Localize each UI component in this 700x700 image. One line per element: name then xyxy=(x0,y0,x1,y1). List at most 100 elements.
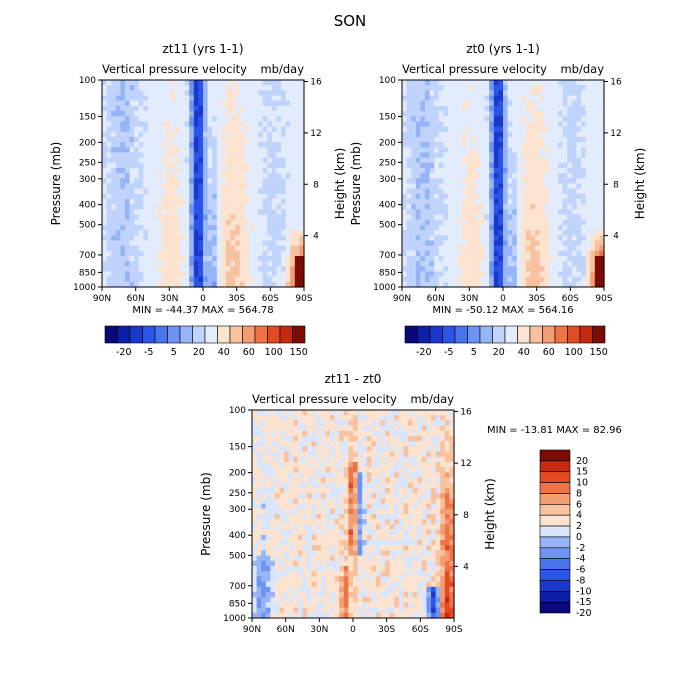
heatmap-cell xyxy=(429,147,435,154)
heatmap-cell xyxy=(252,555,258,562)
heatmap-cell xyxy=(258,188,264,195)
heatmap-cell xyxy=(424,157,431,164)
heatmap-cell xyxy=(424,142,431,148)
heatmap-cell xyxy=(284,430,290,437)
heatmap-cell xyxy=(435,524,441,531)
heatmap-cell xyxy=(435,519,441,525)
heatmap-cell xyxy=(590,219,596,226)
heatmap-cell xyxy=(290,209,296,216)
heatmap-cell xyxy=(294,80,301,86)
heatmap-cell xyxy=(184,173,190,179)
heatmap-cell xyxy=(480,162,486,169)
heatmap-cell xyxy=(562,261,568,267)
heatmap-cell xyxy=(440,493,446,499)
heatmap-cell xyxy=(444,488,451,494)
heatmap-cell xyxy=(461,240,467,247)
heatmap-cell xyxy=(457,116,463,122)
heatmap-cell xyxy=(261,488,267,494)
colorbar-swatch xyxy=(204,325,218,344)
heatmap-cell xyxy=(184,204,190,210)
heatmap-cell xyxy=(421,410,428,416)
heatmap-cell xyxy=(417,415,423,421)
heatmap-cell xyxy=(166,167,172,174)
heatmap-cell xyxy=(447,230,454,236)
heatmap-cell xyxy=(553,219,559,226)
heatmap-cell xyxy=(389,456,395,463)
heatmap-cell xyxy=(558,281,564,288)
heatmap-cell xyxy=(348,540,354,546)
heatmap-cell xyxy=(180,90,186,97)
heatmap-cell xyxy=(248,188,255,195)
heatmap-cell xyxy=(299,100,305,107)
heatmap-cell xyxy=(230,281,236,288)
heatmap-cell xyxy=(411,142,417,148)
heatmap-cell xyxy=(267,167,273,174)
heatmap-cell xyxy=(429,116,435,122)
heatmap-cell xyxy=(281,188,287,195)
heatmap-cell xyxy=(389,529,395,536)
heatmap-cell xyxy=(134,152,140,159)
heatmap-cell xyxy=(239,152,245,159)
heatmap-cell xyxy=(256,493,262,499)
heatmap-cell xyxy=(461,157,467,164)
heatmap-cell xyxy=(420,105,426,112)
heatmap-cell xyxy=(334,425,340,432)
heatmap-cell xyxy=(371,462,377,468)
heatmap-cell xyxy=(147,147,154,154)
heatmap-cell xyxy=(424,219,431,226)
y-tick-label: 100 xyxy=(79,76,96,86)
heatmap-cell xyxy=(152,121,158,128)
heatmap-cell xyxy=(256,477,262,484)
heatmap-cell xyxy=(516,111,522,117)
heatmap-cell xyxy=(512,219,518,226)
heatmap-cell xyxy=(493,100,500,107)
height-tick-label: 8 xyxy=(313,180,319,190)
heatmap-cell xyxy=(339,498,345,505)
heatmap-cell xyxy=(343,472,350,479)
heatmap-cell xyxy=(447,261,454,267)
heatmap-cell xyxy=(161,266,167,273)
heatmap-cell xyxy=(281,281,287,288)
heatmap-cell xyxy=(258,126,264,133)
heatmap-cell xyxy=(408,451,414,458)
heatmap-cell xyxy=(279,441,285,447)
heatmap-cell xyxy=(503,126,509,133)
heatmap-cell xyxy=(258,142,264,148)
heatmap-cell xyxy=(339,508,345,515)
heatmap-cell xyxy=(252,477,258,484)
heatmap-cell xyxy=(457,157,463,164)
heatmap-cell xyxy=(385,425,391,432)
heatmap-cell xyxy=(548,219,555,226)
heatmap-cell xyxy=(230,80,236,86)
heatmap-cell xyxy=(261,566,267,572)
heatmap-cell xyxy=(406,214,412,221)
heatmap-cell xyxy=(576,121,582,128)
heatmap-cell xyxy=(457,271,463,278)
heatmap-cell xyxy=(170,162,177,169)
heatmap-cell xyxy=(166,147,172,154)
heatmap-cell xyxy=(412,529,418,536)
heatmap-cell xyxy=(498,178,504,185)
heatmap-cell xyxy=(426,430,432,437)
heatmap-cell xyxy=(535,116,541,122)
heatmap-cell xyxy=(380,456,386,463)
heatmap-cell xyxy=(548,100,555,107)
heatmap-cell xyxy=(394,472,400,479)
heatmap-cell xyxy=(138,230,144,236)
heatmap-cell xyxy=(274,555,281,562)
heatmap-cell xyxy=(348,493,354,499)
heatmap-cell xyxy=(525,204,532,210)
heatmap-cell xyxy=(152,157,158,164)
heatmap-cell xyxy=(380,467,386,473)
heatmap-cell xyxy=(279,540,285,546)
heatmap-cell xyxy=(307,420,313,427)
heatmap-cell xyxy=(166,80,172,86)
heatmap-cell xyxy=(366,430,372,437)
heatmap-cell xyxy=(398,425,405,432)
heatmap-cell xyxy=(129,173,135,179)
heatmap-cell xyxy=(438,147,444,154)
heatmap-cell xyxy=(265,472,271,479)
heatmap-cell xyxy=(253,162,259,169)
heatmap-cell xyxy=(567,85,573,91)
heatmap-cell xyxy=(493,209,500,216)
